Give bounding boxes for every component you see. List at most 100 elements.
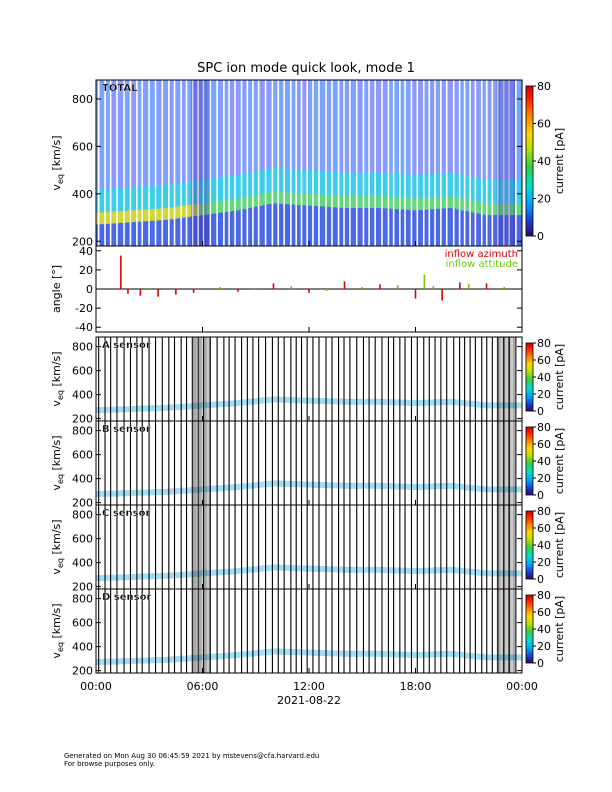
heat-cell xyxy=(370,482,376,489)
heat-cell xyxy=(475,177,480,202)
y-tick-label: 400 xyxy=(72,188,93,201)
heat-cell xyxy=(150,209,155,221)
heat-cell xyxy=(261,481,267,488)
heat-cell xyxy=(337,482,343,489)
heat-cell xyxy=(512,570,518,577)
heat-cell xyxy=(110,658,116,665)
heat-cell xyxy=(169,80,174,184)
heat-cell xyxy=(204,402,210,409)
y-tick-label: 800 xyxy=(72,341,93,354)
heat-cell xyxy=(309,205,314,246)
heat-cell xyxy=(356,566,362,573)
heat-cell xyxy=(436,483,442,490)
heat-cell xyxy=(312,194,318,207)
heat-cell xyxy=(413,198,418,211)
heat-cell xyxy=(301,193,306,206)
heat-cell xyxy=(266,648,272,655)
heat-cell xyxy=(382,172,387,197)
heat-cell xyxy=(111,211,116,224)
heat-cell xyxy=(463,199,469,212)
heat-cell xyxy=(188,80,194,182)
heat-cell xyxy=(318,482,324,488)
heat-cell xyxy=(252,398,258,405)
heat-cell xyxy=(216,201,221,214)
heat-cell xyxy=(219,200,225,213)
heat-cell xyxy=(518,80,523,180)
heat-cell xyxy=(119,406,125,413)
heat-cell xyxy=(247,650,253,657)
heat-cell xyxy=(200,570,206,577)
heat-cell xyxy=(261,397,267,404)
heat-cell xyxy=(440,208,445,246)
colorbar-tick-label: 80 xyxy=(537,589,551,602)
heat-cell xyxy=(148,657,154,664)
heat-cell xyxy=(233,652,239,659)
heat-cell xyxy=(456,197,461,210)
heat-cell xyxy=(422,483,428,490)
heat-cell xyxy=(219,653,225,660)
heat-cell xyxy=(107,211,112,224)
heat-cell xyxy=(475,80,480,178)
heat-cell xyxy=(312,206,318,246)
heat-cell xyxy=(382,196,387,209)
heat-cell xyxy=(143,657,149,664)
legend-entry: inflow azimuth xyxy=(445,249,518,260)
heat-cell xyxy=(130,222,136,246)
heat-cell xyxy=(309,193,314,206)
heat-cell xyxy=(103,80,108,189)
heat-cell xyxy=(448,80,453,173)
heat-cell xyxy=(188,204,194,217)
heat-cell xyxy=(123,80,128,188)
heat-cell xyxy=(375,650,381,657)
heat-cell xyxy=(192,204,197,217)
heat-cell xyxy=(403,483,409,490)
heat-cell xyxy=(370,208,376,246)
heat-cell xyxy=(212,213,217,246)
heat-cell xyxy=(378,208,383,246)
heat-cell xyxy=(510,179,515,204)
colorbar-tick-label: 0 xyxy=(537,573,544,586)
colorbar-tick-label: 0 xyxy=(537,657,544,670)
colorbar-tick-label: 0 xyxy=(537,489,544,502)
heat-cell xyxy=(351,650,357,657)
heat-cell xyxy=(278,80,283,169)
heat-cell xyxy=(266,396,272,403)
heat-cell xyxy=(181,205,186,218)
y-axis-label: veq [km/s] xyxy=(50,603,65,658)
heat-cell xyxy=(262,169,267,194)
y-tick-label: 800 xyxy=(72,593,93,606)
colorbar-tick-label: 20 xyxy=(537,472,551,485)
heat-cell xyxy=(427,651,433,658)
heat-cell xyxy=(436,208,441,246)
heat-cell xyxy=(266,480,272,487)
heat-cell xyxy=(487,203,492,216)
heat-cell xyxy=(235,174,240,199)
heat-cell xyxy=(223,212,228,246)
heat-cell xyxy=(488,654,494,661)
x-tick-label: 06:00 xyxy=(187,680,219,693)
heat-cell xyxy=(162,656,168,663)
heat-cell xyxy=(258,205,263,246)
heat-cell xyxy=(507,402,513,409)
heat-cell xyxy=(209,485,215,492)
heat-cell xyxy=(313,649,319,656)
heat-cell xyxy=(105,490,111,497)
heat-cell xyxy=(460,210,465,246)
heat-cell xyxy=(161,80,167,185)
heat-cell xyxy=(119,211,124,223)
colorbar-tick-label: 80 xyxy=(537,505,551,518)
heat-cell xyxy=(398,567,404,574)
heat-cell xyxy=(223,200,228,213)
heat-cell xyxy=(375,566,381,573)
heat-cell xyxy=(157,208,163,221)
legend-entry: inflow attitude xyxy=(446,259,518,270)
heat-cell xyxy=(394,399,400,406)
heat-cell xyxy=(394,197,399,210)
y-tick-label: 600 xyxy=(72,449,93,462)
heat-cell xyxy=(204,654,210,661)
heat-cell xyxy=(390,80,395,174)
heat-cell xyxy=(337,398,343,405)
heat-cell xyxy=(126,80,132,187)
heat-cell xyxy=(290,649,296,656)
